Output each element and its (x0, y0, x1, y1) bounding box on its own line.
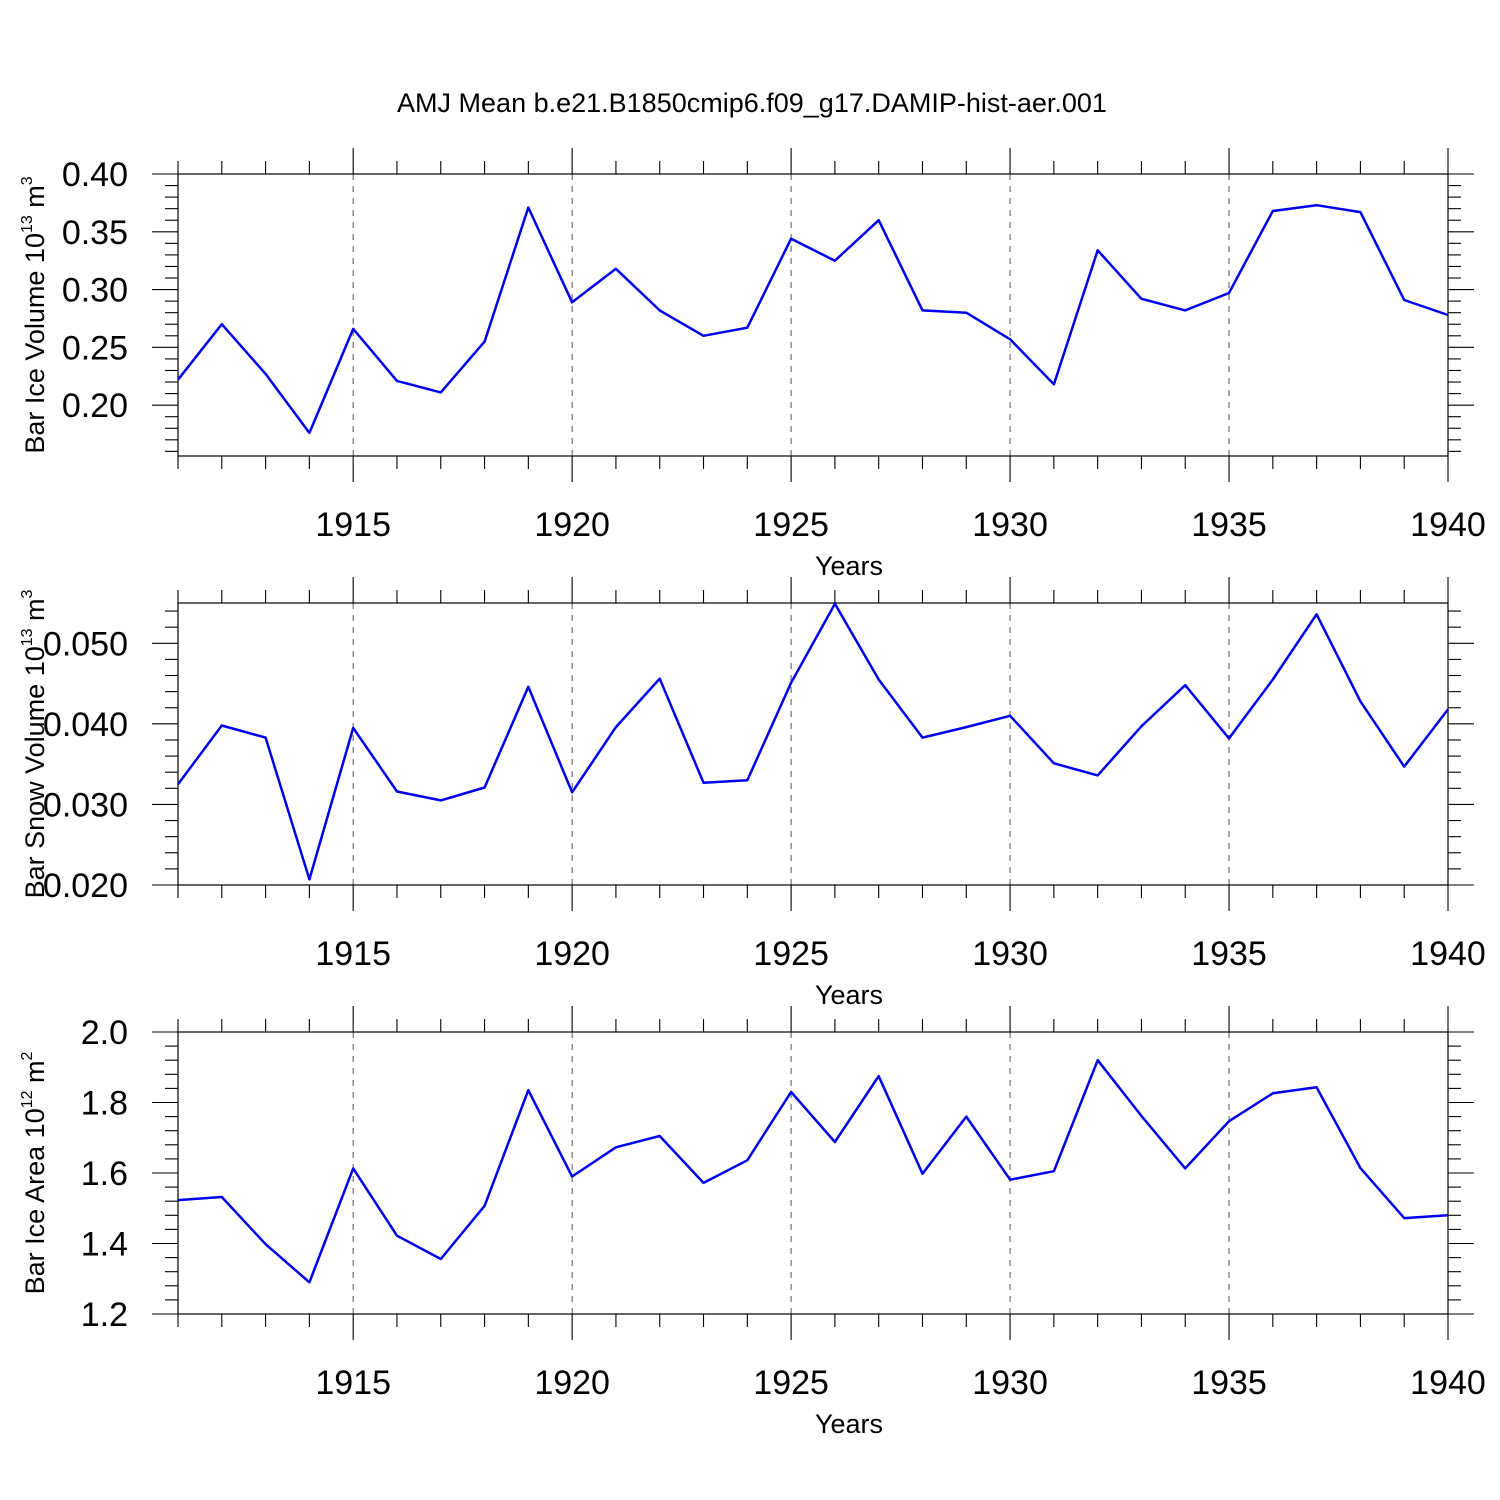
chart-panel-2: 1915 1920 1925 1930 1935 1940 0.020 0.030 0.040 0… (19, 577, 1486, 1010)
y-tick-label: 0.35 (62, 214, 128, 252)
plot-frame (177, 1031, 1449, 1315)
y-axis-label-exponent: 3 (19, 176, 36, 185)
y-tick-label: 0.040 (43, 706, 128, 744)
x-tick-label: 1930 (972, 506, 1048, 544)
series-line-1 (177, 203, 1449, 435)
x-tick-label: 1925 (753, 935, 829, 973)
y-axis-label-exponent: 12 (19, 1090, 36, 1108)
x-tick-label: 1920 (534, 506, 610, 544)
y-tick-label: 1.2 (81, 1296, 128, 1334)
plot-frame (177, 173, 1449, 457)
y-tick-label: 0.050 (43, 625, 128, 663)
y-axis-label-text: Bar Ice Volume 10 (20, 233, 50, 454)
y-axis-label-exponent: 2 (19, 1051, 36, 1060)
x-axis-label: Years (815, 980, 883, 1010)
y-tick-label: 1.8 (81, 1085, 128, 1123)
x-tick-label: 1935 (1191, 935, 1267, 973)
y-tick-label: 2.0 (81, 1014, 128, 1052)
y-tick-label: 0.30 (62, 272, 128, 310)
y-axis-label-text: m (20, 185, 50, 215)
y-axis-label-exponent: 13 (19, 215, 36, 233)
y-axis-label-exponent: 13 (19, 628, 36, 646)
x-tick-label: 1920 (534, 935, 610, 973)
x-tick-label: 1930 (972, 935, 1048, 973)
plot-frame (177, 602, 1449, 886)
y-axis-label-text: Bar Ice Area 10 (20, 1108, 50, 1294)
x-tick-label: 1925 (753, 506, 829, 544)
x-tick-label: 1930 (972, 1364, 1048, 1402)
y-tick-label: 0.030 (43, 786, 128, 824)
y-tick-label: 1.4 (81, 1226, 128, 1264)
figure-title: AMJ Mean b.e21.B1850cmip6.f09_g17.DAMIP-… (397, 88, 1107, 118)
x-tick-label: 1940 (1410, 506, 1486, 544)
y-axis-label: Bar Snow Volume 1013 m3 (19, 589, 50, 898)
x-tick-label: 1940 (1410, 1364, 1486, 1402)
x-tick-label: 1920 (534, 1364, 610, 1402)
y-tick-label: 0.020 (43, 867, 128, 905)
x-tick-label: 1915 (315, 506, 391, 544)
y-tick-label: 0.25 (62, 329, 128, 367)
y-axis-label-exponent: 3 (19, 589, 36, 598)
y-axis-label-text: m (20, 1060, 50, 1090)
y-tick-label: 1.6 (81, 1155, 128, 1193)
y-tick-label: 0.40 (62, 156, 128, 194)
x-axis-label: Years (815, 551, 883, 581)
y-axis-label-text: Bar Snow Volume 10 (20, 646, 50, 898)
x-tick-label: 1925 (753, 1364, 829, 1402)
y-axis-label: Bar Ice Volume 1013 m3 (19, 176, 50, 453)
chart-panel-1: 1915 1920 1925 1930 1935 1940 0.20 0.25 0.30 0.35… (19, 148, 1486, 581)
y-axis-label-text: m (20, 598, 50, 628)
y-tick-label: 0.20 (62, 387, 128, 425)
chart-panel-3: 1915 1920 1925 1930 1935 1940 1.2 1.4 1.6 1.8 2.0 Y… (19, 1006, 1486, 1439)
series-line-1 (177, 1058, 1449, 1284)
y-axis-label: Bar Ice Area 1012 m2 (19, 1051, 50, 1294)
x-tick-label: 1915 (315, 1364, 391, 1402)
x-axis-label: Years (815, 1409, 883, 1439)
x-tick-label: 1915 (315, 935, 391, 973)
series-line-1 (176, 602, 1449, 881)
x-tick-label: 1935 (1191, 506, 1267, 544)
x-tick-label: 1940 (1410, 935, 1486, 973)
x-tick-label: 1935 (1191, 1364, 1267, 1402)
